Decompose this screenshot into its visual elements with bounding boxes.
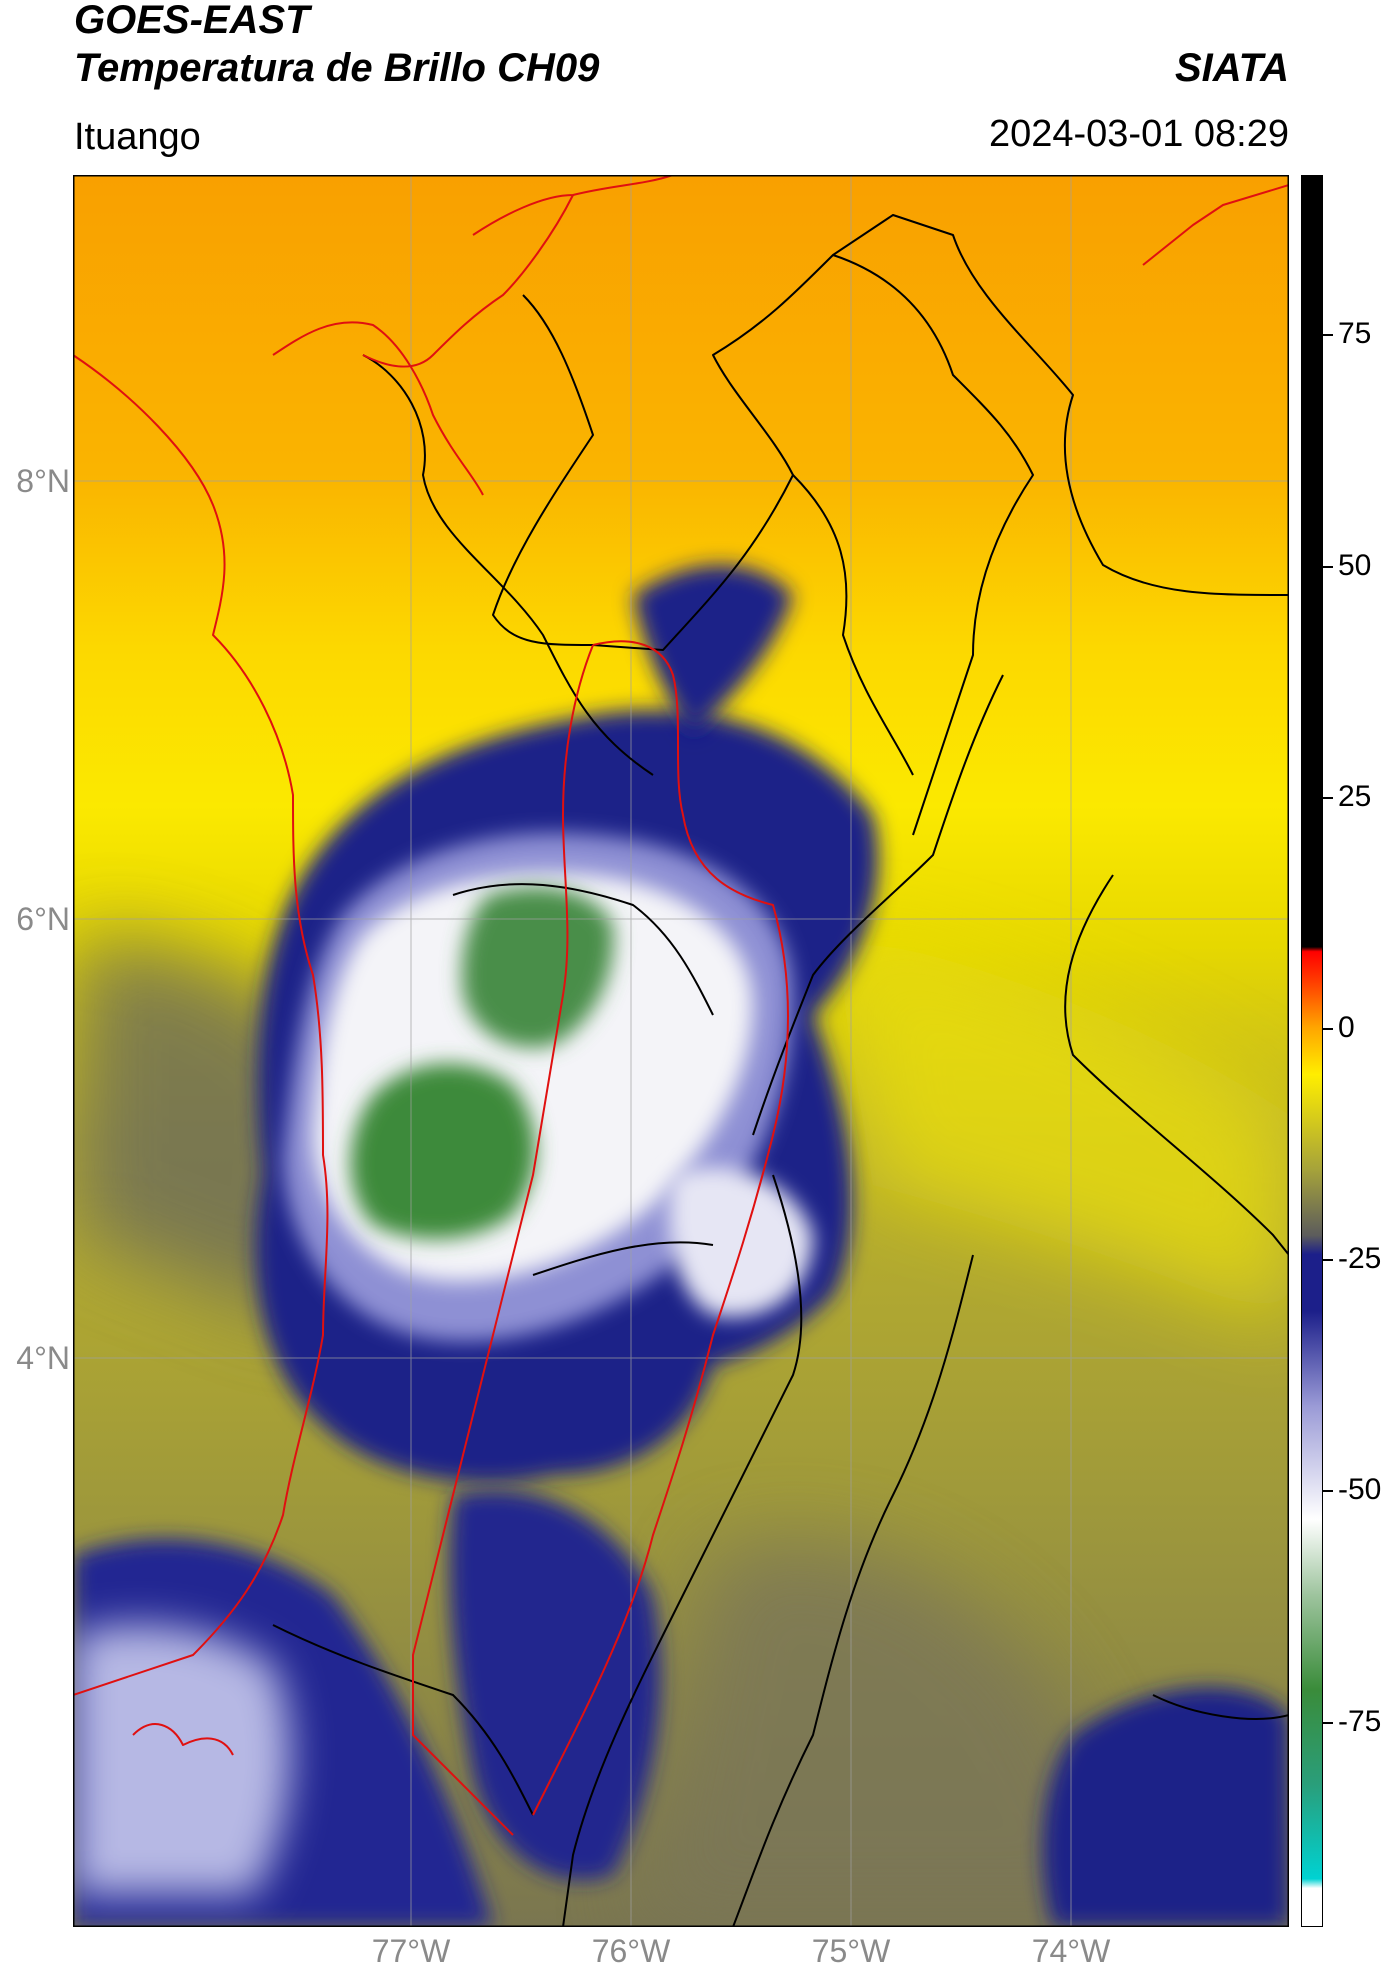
colorbar-label-75: 75: [1338, 317, 1372, 350]
lon-tick-75w: 75°W: [811, 1933, 891, 1969]
boundaries-red: [73, 175, 1289, 1836]
colorbar: [1301, 175, 1323, 1927]
yellow-east-band: [833, 935, 1289, 1325]
colorbar-tick-minus75: [1323, 1722, 1333, 1724]
navy-northeast-streak: [633, 565, 793, 735]
satellite-map: [73, 175, 1289, 1927]
boundaries-black: [272, 214, 1289, 1927]
satellite-title: GOES-EAST: [74, 0, 310, 42]
location-label: Ituango: [74, 116, 201, 158]
lon-tick-77w: 77°W: [371, 1933, 451, 1969]
lat-tick-8n: 8°N: [16, 463, 70, 499]
colorbar-tick-75: [1323, 334, 1333, 336]
lon-tick-76w: 76°W: [591, 1933, 671, 1969]
colorbar-label-50: 50: [1338, 549, 1372, 582]
colorbar-label-0: 0: [1338, 1011, 1355, 1044]
colorbar-tick-25: [1323, 797, 1333, 799]
colorbar-tick-50: [1323, 566, 1333, 568]
colorbar-tick-minus25: [1323, 1259, 1333, 1261]
colorbar-label-minus25: -25: [1338, 1242, 1382, 1275]
colorbar-label-minus75: -75: [1338, 1705, 1382, 1738]
green-core-south: [350, 1063, 536, 1239]
lat-tick-4n: 4°N: [16, 1340, 70, 1376]
colorbar-tick-minus50: [1323, 1490, 1333, 1492]
product-title: Temperatura de Brillo CH09: [74, 46, 600, 90]
colorbar-label-25: 25: [1338, 780, 1372, 813]
lavender-southwest: [73, 1625, 291, 1895]
lat-tick-6n: 6°N: [16, 901, 70, 937]
green-core-north: [461, 887, 614, 1048]
colorbar-label-minus50: -50: [1338, 1473, 1382, 1506]
datetime-label: 2024-03-01 08:29: [988, 113, 1289, 155]
navy-southeast: [1042, 1687, 1289, 1927]
lon-tick-74w: 74°W: [1031, 1933, 1111, 1969]
gray-southeast: [633, 1542, 1173, 1927]
navy-south-center: [449, 1489, 661, 1881]
brand-label: SIATA: [1174, 46, 1289, 90]
white-east-blob: [669, 1167, 813, 1317]
colorbar-tick-0: [1323, 1028, 1333, 1030]
